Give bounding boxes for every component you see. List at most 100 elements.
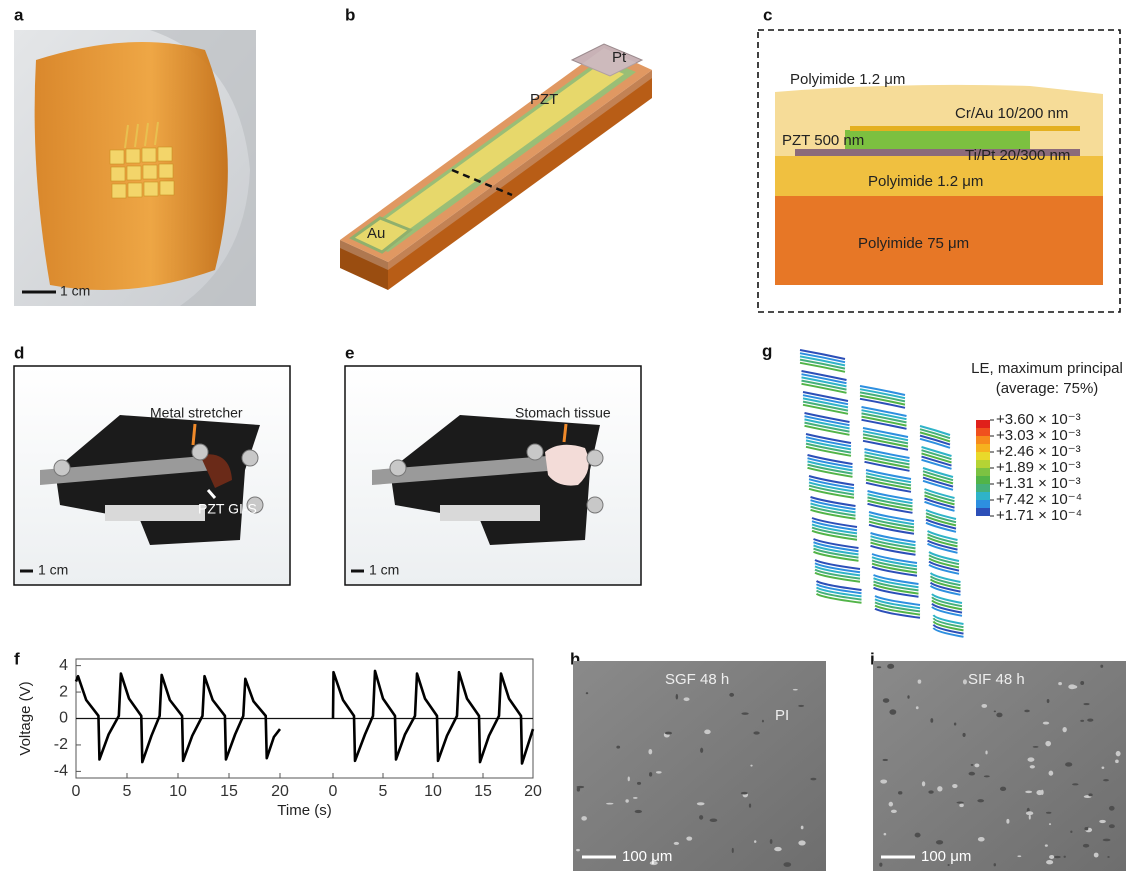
y-tick-label: 0 bbox=[59, 710, 68, 727]
particle bbox=[1043, 722, 1049, 725]
particle bbox=[954, 722, 956, 725]
particle bbox=[576, 849, 580, 851]
panel-label: f bbox=[14, 649, 20, 668]
colorbar-band bbox=[976, 484, 990, 492]
particle bbox=[879, 863, 882, 867]
particle bbox=[1049, 771, 1054, 776]
colorbar-band bbox=[976, 452, 990, 460]
particle bbox=[952, 784, 957, 788]
particle bbox=[918, 680, 922, 684]
panel-label: b bbox=[345, 5, 355, 24]
panel-b: b Pt PZT Au bbox=[340, 5, 652, 290]
x-tick-label: 10 bbox=[424, 783, 442, 800]
particle bbox=[1063, 856, 1065, 858]
colorbar-band bbox=[976, 468, 990, 476]
colorbar-label: +1.31 × 10⁻³ bbox=[996, 475, 1081, 492]
particle bbox=[1036, 790, 1042, 795]
colorbar-band bbox=[976, 460, 990, 468]
particle bbox=[959, 804, 964, 807]
particle bbox=[586, 692, 588, 694]
particle bbox=[770, 839, 773, 844]
particle bbox=[994, 710, 996, 712]
colorbar-band bbox=[976, 436, 990, 444]
particle bbox=[749, 803, 751, 807]
particle bbox=[753, 731, 759, 734]
particle bbox=[971, 764, 974, 766]
particle bbox=[1045, 844, 1048, 846]
mesh-strip bbox=[934, 615, 964, 624]
particle bbox=[798, 840, 805, 845]
particle bbox=[656, 771, 662, 774]
layer-label: Cr/Au 10/200 nm bbox=[955, 105, 1068, 122]
mesh-strip bbox=[875, 596, 920, 605]
particle bbox=[1072, 783, 1079, 785]
legend-subtitle: (average: 75%) bbox=[996, 380, 1099, 397]
panel-c: c Polyimide 1.2 μm Cr/Au 10/200 nm PZT 5… bbox=[758, 5, 1120, 312]
particle bbox=[907, 695, 909, 699]
particle bbox=[957, 802, 964, 804]
callout: PZT GI-S bbox=[198, 501, 257, 517]
y-tick-label: 2 bbox=[59, 683, 68, 700]
particle bbox=[936, 840, 943, 844]
x-tick-label: 5 bbox=[123, 783, 132, 800]
au-label: Au bbox=[367, 225, 385, 242]
x-tick-label: 20 bbox=[271, 783, 289, 800]
x-tick-label: 5 bbox=[379, 783, 388, 800]
caption: SGF 48 h bbox=[665, 671, 729, 688]
particle bbox=[1088, 793, 1092, 796]
particle bbox=[1100, 665, 1103, 668]
particle bbox=[996, 713, 1002, 718]
particle bbox=[994, 863, 996, 866]
particle bbox=[625, 799, 628, 802]
particle bbox=[883, 759, 888, 761]
particle bbox=[697, 802, 705, 805]
particle bbox=[750, 765, 752, 767]
colorbar-band bbox=[976, 500, 990, 508]
particle bbox=[793, 689, 798, 691]
particle bbox=[633, 797, 638, 799]
particle bbox=[686, 837, 692, 841]
mesh-strip bbox=[932, 594, 962, 603]
mesh-strip bbox=[931, 573, 961, 582]
scale-label: 100 μm bbox=[622, 848, 672, 865]
y-tick-label: -4 bbox=[54, 763, 68, 780]
particle bbox=[810, 778, 816, 781]
caption: SIF 48 h bbox=[968, 671, 1025, 688]
panel-g: g LE, maximum principal (average: 75%) +… bbox=[762, 341, 1123, 636]
colorbar-label: +2.46 × 10⁻³ bbox=[996, 443, 1081, 460]
colorbar-label: +7.42 × 10⁻⁴ bbox=[996, 491, 1082, 508]
sem-image bbox=[573, 661, 826, 871]
particle bbox=[699, 815, 703, 820]
particle bbox=[1049, 823, 1051, 825]
particle bbox=[1062, 727, 1066, 732]
particle bbox=[883, 698, 890, 703]
mesh-strip bbox=[815, 560, 860, 569]
particle bbox=[1102, 767, 1105, 769]
particle bbox=[710, 819, 718, 823]
particle bbox=[665, 732, 672, 735]
particle bbox=[1028, 757, 1035, 762]
particle bbox=[887, 664, 894, 669]
particle bbox=[1116, 751, 1121, 756]
particle bbox=[648, 749, 652, 754]
particle bbox=[880, 779, 887, 783]
colorbar-band bbox=[976, 428, 990, 436]
particle bbox=[1045, 741, 1051, 746]
layer-label: Polyimide 75 μm bbox=[858, 235, 969, 252]
particle bbox=[1115, 759, 1119, 763]
particle bbox=[1080, 681, 1084, 685]
voltage-line bbox=[76, 674, 280, 763]
particle bbox=[1025, 791, 1032, 794]
callout: Metal stretcher bbox=[150, 405, 243, 421]
particle bbox=[1068, 684, 1075, 689]
particle bbox=[1000, 787, 1006, 791]
particle bbox=[704, 730, 711, 735]
particle bbox=[889, 709, 896, 714]
particle bbox=[1026, 811, 1033, 815]
y-tick-label: 4 bbox=[59, 657, 68, 674]
figure: a 1 cm b Pt PZT Au c bbox=[0, 0, 1135, 886]
particle bbox=[606, 803, 613, 805]
particle bbox=[916, 706, 919, 709]
particle bbox=[1065, 762, 1072, 766]
arrow bbox=[564, 424, 566, 442]
